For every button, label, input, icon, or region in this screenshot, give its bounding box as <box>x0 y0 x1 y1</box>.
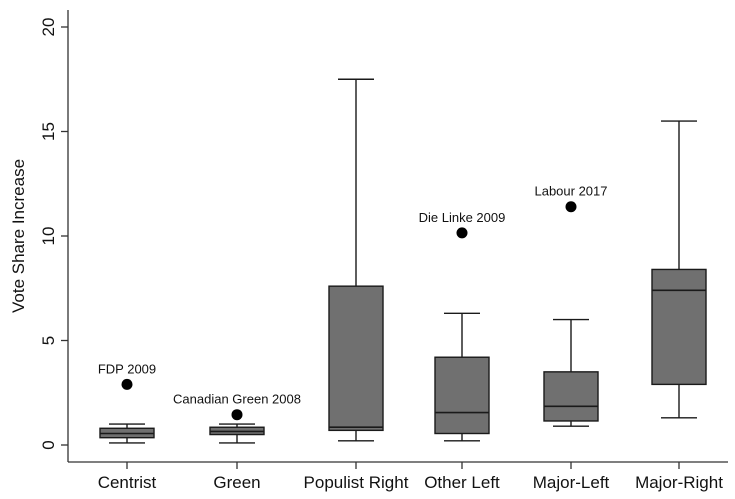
y-tick-label: 0 <box>39 440 58 449</box>
category-label-green: Green <box>213 473 260 492</box>
category-label-major-right: Major-Right <box>635 473 723 492</box>
axes-layer: 0 5 10 15 20 Centrist Green Populist Right Other… <box>39 10 728 492</box>
category-label-major-left: Major-Left <box>533 473 610 492</box>
y-axis-title: Vote Share Increase <box>9 159 28 313</box>
outliers-layer: FDP 2009 Canadian Green 2008 Die Linke 200… <box>98 184 608 421</box>
y-tick-label: 15 <box>39 122 58 141</box>
box-major-left <box>543 371 599 422</box>
boxes-layer <box>99 78 707 444</box>
outlier-point-labour-2017 <box>565 201 577 213</box>
outlier-label-canadian-green-2008: Canadian Green 2008 <box>173 392 301 407</box>
category-label-other-left: Other Left <box>424 473 500 492</box>
outlier-point-canadian-green-2008 <box>231 409 243 421</box>
y-tick-label: 10 <box>39 227 58 246</box>
outlier-point-die-linke-2009 <box>456 227 468 239</box>
outlier-label-fdp-2009: FDP 2009 <box>98 361 156 376</box>
outlier-label-die-linke-2009: Die Linke 2009 <box>419 210 506 225</box>
category-label-centrist: Centrist <box>98 473 157 492</box>
category-label-populist-right: Populist Right <box>304 473 409 492</box>
box-populist-right <box>328 285 384 432</box>
box-other-left <box>434 356 490 435</box>
box-major-right <box>651 268 707 386</box>
y-tick-label: 5 <box>39 336 58 345</box>
y-tick-label: 20 <box>39 18 58 37</box>
outlier-point-fdp-2009 <box>121 378 133 390</box>
outlier-label-labour-2017: Labour 2017 <box>534 184 607 199</box>
